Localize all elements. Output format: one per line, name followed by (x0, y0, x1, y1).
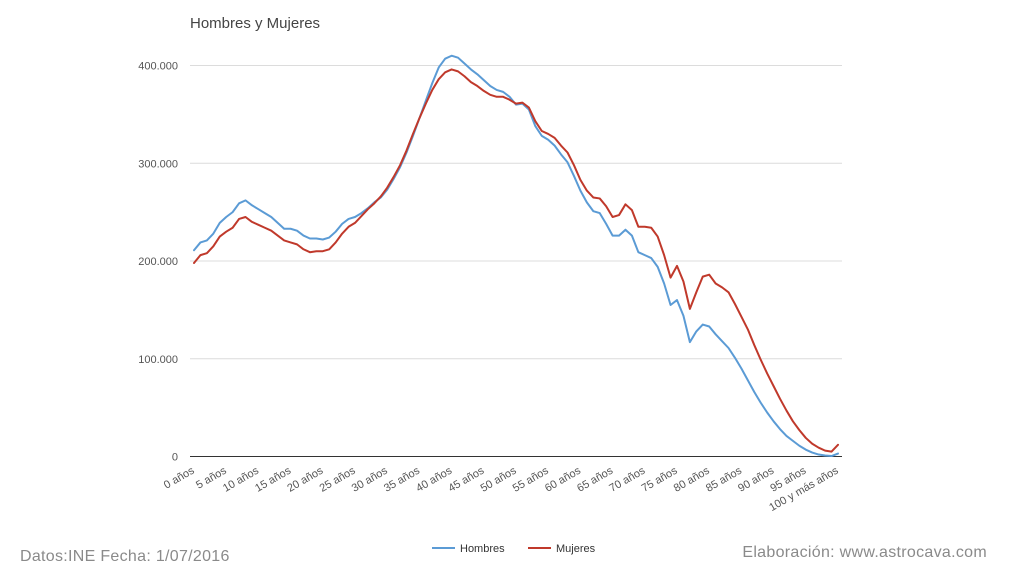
y-tick-label: 200.000 (138, 256, 178, 268)
series-line-hombres (193, 54, 839, 458)
legend: Hombres Mujeres (432, 543, 596, 555)
y-tick-label: 300.000 (138, 158, 178, 170)
gridlines (190, 65, 842, 457)
x-tick-label: 40 años (414, 464, 454, 494)
x-tick-label: 45 años (446, 464, 486, 494)
series-line-mujeres (193, 68, 839, 453)
x-tick-label: 15 años (253, 464, 293, 494)
y-tick-label: 0 (172, 452, 178, 464)
series-lines (193, 54, 839, 458)
x-tick-label: 25 años (318, 464, 358, 494)
credit-note: Elaboración: www.astrocava.com (742, 544, 987, 561)
y-axis-ticks: 0 100.000 200.000 300.000 400.000 (138, 61, 178, 464)
legend-label-hombres: Hombres (460, 543, 505, 555)
x-tick-label: 75 años (640, 464, 680, 494)
x-tick-label: 65 años (575, 464, 615, 494)
x-tick-label: 80 años (672, 464, 712, 494)
x-tick-label: 55 años (511, 464, 551, 494)
x-tick-label: 20 años (285, 464, 325, 494)
x-tick-label: 0 años (162, 464, 197, 491)
y-tick-label: 400.000 (138, 61, 178, 73)
legend-label-mujeres: Mujeres (556, 543, 596, 555)
chart-title: Hombres y Mujeres (190, 15, 320, 32)
y-tick-label: 100.000 (138, 354, 178, 366)
x-tick-label: 35 años (382, 464, 422, 494)
x-tick-label: 60 años (543, 464, 583, 494)
source-note: Datos:INE Fecha: 1/07/2016 (20, 548, 230, 565)
x-tick-label: 30 años (350, 464, 390, 494)
x-tick-label: 10 años (221, 464, 261, 494)
x-tick-label: 85 años (704, 464, 744, 494)
x-tick-label: 50 años (479, 464, 519, 494)
x-tick-label: 70 años (607, 464, 647, 494)
x-tick-label: 90 años (736, 464, 776, 494)
